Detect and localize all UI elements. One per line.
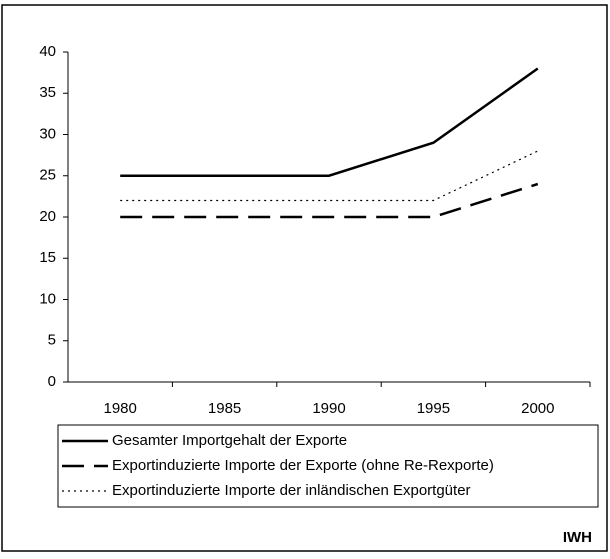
source-label: IWH: [563, 529, 592, 546]
x-tick-label: 2000: [521, 400, 554, 417]
y-tick-label: 0: [48, 373, 56, 390]
x-tick-label: 1985: [208, 400, 241, 417]
series-line: [120, 182, 539, 219]
x-tick-label: 1995: [417, 400, 450, 417]
legend-label: Exportinduzierte Importe der inländische…: [112, 482, 471, 499]
y-tick-label: 15: [39, 249, 56, 266]
y-tick-label: 25: [39, 167, 56, 184]
y-tick-label: 35: [39, 84, 56, 101]
y-tick-label: 5: [48, 332, 56, 349]
legend-box: [57, 424, 599, 508]
legend-label: Gesamter Importgehalt der Exporte: [112, 432, 347, 449]
y-tick-label: 40: [39, 43, 56, 60]
legend-label: Exportinduzierte Importe der Exporte (oh…: [112, 457, 494, 474]
x-tick-label: 1980: [104, 400, 137, 417]
x-tick-label: 1990: [312, 400, 345, 417]
y-tick-label: 20: [39, 208, 56, 225]
frame: [1, 4, 608, 552]
y-tick-label: 30: [39, 125, 56, 142]
y-tick-label: 10: [39, 290, 56, 307]
series-line: [120, 67, 539, 177]
